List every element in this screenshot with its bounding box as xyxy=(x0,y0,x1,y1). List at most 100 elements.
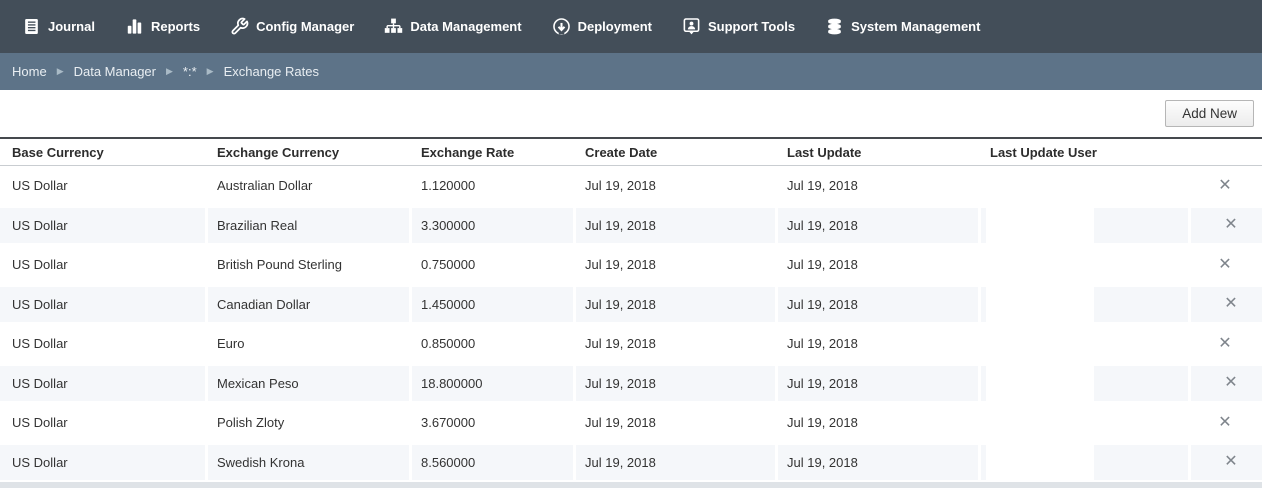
database-icon xyxy=(825,17,844,36)
close-icon[interactable]: ✕ xyxy=(1224,453,1238,471)
exchange-currency-cell: Swedish Krona xyxy=(205,442,409,482)
create-date-cell: Jul 19, 2018 xyxy=(573,284,775,324)
nav-item-data-management[interactable]: Data Management xyxy=(384,17,522,36)
base-currency-cell: US Dollar xyxy=(0,284,205,324)
nav-item-label: Data Management xyxy=(410,19,522,34)
table-row: US Dollar British Pound Sterling 0.75000… xyxy=(0,245,1262,285)
column-header-base-currency: Base Currency xyxy=(12,144,104,160)
exchange-rate-cell: 8.560000 xyxy=(409,442,573,482)
base-currency-cell: US Dollar xyxy=(12,178,68,194)
column-header-last-update: Last Update xyxy=(787,144,862,160)
delete-button[interactable]: ✕ xyxy=(1188,363,1262,403)
base-currency-cell: US Dollar xyxy=(12,257,68,273)
last-update-cell: Jul 19, 2018 xyxy=(775,363,978,403)
breadcrumb-scope[interactable]: *:* xyxy=(182,64,197,79)
table-header-row: Base Currency Exchange Currency Exchange… xyxy=(0,137,1262,166)
base-currency-cell: US Dollar xyxy=(0,363,205,403)
delete-button[interactable]: ✕ xyxy=(1188,403,1262,443)
exchange-rate-cell: 1.450000 xyxy=(409,284,573,324)
table-row: US Dollar Mexican Peso 18.800000 Jul 19,… xyxy=(0,363,1262,403)
close-icon[interactable]: ✕ xyxy=(1218,413,1232,431)
exchange-currency-cell: Polish Zloty xyxy=(217,415,285,431)
breadcrumb-separator-icon: ▶ xyxy=(56,66,64,76)
add-new-button[interactable]: Add New xyxy=(1165,100,1254,127)
table-row: US Dollar Euro 0.850000 Jul 19, 2018 Jul… xyxy=(0,324,1262,364)
table-row: US Dollar Swedish Krona 8.560000 Jul 19,… xyxy=(0,442,1262,482)
exchange-currency-cell: British Pound Sterling xyxy=(217,257,343,273)
nav-item-label: Support Tools xyxy=(707,19,796,34)
create-date-cell: Jul 19, 2018 xyxy=(573,363,775,403)
redaction-overlay xyxy=(986,324,1094,364)
last-update-cell: Jul 19, 2018 xyxy=(787,415,858,431)
exchange-rate-cell: 18.800000 xyxy=(409,363,573,403)
create-date-cell: Jul 19, 2018 xyxy=(585,257,656,273)
exchange-rate-cell: 3.300000 xyxy=(409,205,573,245)
wrench-icon xyxy=(230,17,249,36)
exchange-currency-cell: Euro xyxy=(217,336,245,352)
breadcrumb-separator-icon: ▶ xyxy=(206,66,214,76)
breadcrumb-data-manager[interactable]: Data Manager xyxy=(73,64,156,79)
base-currency-cell: US Dollar xyxy=(0,205,205,245)
exchange-currency-cell: Canadian Dollar xyxy=(205,284,409,324)
close-icon[interactable]: ✕ xyxy=(1224,216,1238,234)
redaction-overlay xyxy=(986,245,1094,285)
nav-item-reports[interactable]: Reports xyxy=(125,17,200,36)
delete-button[interactable]: ✕ xyxy=(1188,284,1262,324)
nav-item-config-manager[interactable]: Config Manager xyxy=(230,17,354,36)
table-row: US Dollar Polish Zloty 3.670000 Jul 19, … xyxy=(0,403,1262,443)
table-row: US Dollar Australian Dollar 1.120000 Jul… xyxy=(0,166,1262,206)
sitemap-icon xyxy=(384,17,403,36)
redaction-overlay xyxy=(986,166,1094,206)
column-header-create-date: Create Date xyxy=(585,144,658,160)
create-date-cell: Jul 19, 2018 xyxy=(585,178,656,194)
exchange-rate-cell: 1.120000 xyxy=(421,178,476,194)
support-person-icon xyxy=(682,17,701,36)
nav-item-deployment[interactable]: Deployment xyxy=(552,17,652,36)
redaction-overlay xyxy=(986,205,1094,245)
bottom-strip xyxy=(0,482,1262,488)
breadcrumb: Home ▶ Data Manager ▶ *:* ▶ Exchange Rat… xyxy=(0,53,1262,90)
toolbar: Add New xyxy=(0,90,1262,137)
download-circle-icon xyxy=(552,17,571,36)
last-update-cell: Jul 19, 2018 xyxy=(775,284,978,324)
close-icon[interactable]: ✕ xyxy=(1224,374,1238,392)
breadcrumb-separator-icon: ▶ xyxy=(166,66,173,76)
last-update-cell: Jul 19, 2018 xyxy=(775,442,978,482)
top-nav-bar: Journal Reports Config Manager xyxy=(0,0,1262,53)
redaction-overlay xyxy=(986,403,1094,443)
nav-item-label: System Management xyxy=(851,19,981,34)
delete-button[interactable]: ✕ xyxy=(1188,245,1262,285)
exchange-rate-cell: 3.670000 xyxy=(421,415,476,431)
delete-button[interactable]: ✕ xyxy=(1188,166,1262,206)
redaction-overlay xyxy=(986,442,1094,482)
base-currency-cell: US Dollar xyxy=(12,415,68,431)
breadcrumb-home[interactable]: Home xyxy=(12,64,47,79)
reports-icon xyxy=(125,17,144,36)
nav-item-label: Deployment xyxy=(577,19,652,34)
delete-button[interactable]: ✕ xyxy=(1188,442,1262,482)
column-header-last-update-user: Last Update User xyxy=(990,144,1097,160)
nav-item-journal[interactable]: Journal xyxy=(22,17,95,36)
delete-button[interactable]: ✕ xyxy=(1188,324,1262,364)
close-icon[interactable]: ✕ xyxy=(1218,334,1232,352)
close-icon[interactable]: ✕ xyxy=(1218,176,1232,194)
create-date-cell: Jul 19, 2018 xyxy=(585,415,656,431)
close-icon[interactable]: ✕ xyxy=(1218,255,1232,273)
exchange-rate-cell: 0.850000 xyxy=(421,336,476,352)
create-date-cell: Jul 19, 2018 xyxy=(573,442,775,482)
column-header-exchange-rate: Exchange Rate xyxy=(421,144,515,160)
nav-item-support-tools[interactable]: Support Tools xyxy=(682,17,795,36)
nav-item-label: Reports xyxy=(150,19,201,34)
table-row: US Dollar Brazilian Real 3.300000 Jul 19… xyxy=(0,205,1262,245)
nav-item-label: Journal xyxy=(48,19,95,34)
last-update-cell: Jul 19, 2018 xyxy=(775,205,978,245)
nav-item-system-management[interactable]: System Management xyxy=(825,17,980,36)
last-update-cell: Jul 19, 2018 xyxy=(787,257,858,273)
last-update-cell: Jul 19, 2018 xyxy=(787,336,858,352)
create-date-cell: Jul 19, 2018 xyxy=(585,336,656,352)
base-currency-cell: US Dollar xyxy=(0,442,205,482)
delete-button[interactable]: ✕ xyxy=(1188,205,1262,245)
close-icon[interactable]: ✕ xyxy=(1224,295,1238,313)
create-date-cell: Jul 19, 2018 xyxy=(573,205,775,245)
